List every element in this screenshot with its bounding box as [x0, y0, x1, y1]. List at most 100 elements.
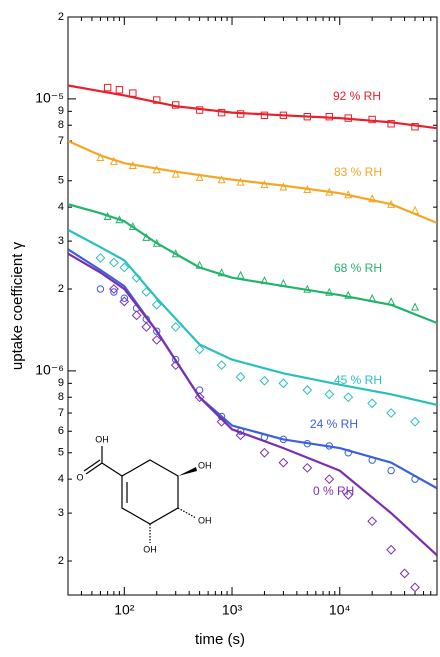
- y-tick-label: 5: [58, 175, 64, 187]
- molecule-label: OH: [95, 434, 109, 444]
- data-point: [235, 372, 246, 382]
- data-point: [141, 322, 152, 332]
- data-point: [325, 287, 334, 296]
- hash-bond: [177, 507, 197, 519]
- fit-line: [68, 139, 437, 224]
- data-point: [217, 175, 226, 184]
- y-tick-label: 3: [58, 235, 64, 247]
- data-point: [278, 457, 289, 468]
- bond: [85, 462, 103, 475]
- plot-area: [68, 83, 437, 593]
- data-point: [367, 516, 378, 527]
- data-point: [236, 270, 245, 279]
- series-label: 83 % RH: [334, 165, 382, 179]
- x-tick-label: 10³: [222, 602, 243, 618]
- data-point: [131, 310, 142, 321]
- data-point: [120, 294, 129, 302]
- y-tick-label: 9: [58, 105, 64, 117]
- y-tick-label: 4: [58, 201, 64, 213]
- x-tick-label: 10⁴: [329, 602, 351, 618]
- data-point: [151, 334, 162, 345]
- data-point: [236, 177, 245, 186]
- data-point: [96, 152, 105, 161]
- data-point: [95, 253, 106, 263]
- y-tick-label: 8: [58, 391, 64, 403]
- y-tick-label: 9: [58, 377, 64, 389]
- y-tick-label: 4: [58, 473, 64, 485]
- ring: [121, 459, 179, 525]
- bond: [101, 462, 123, 477]
- y-tick-label: 7: [58, 135, 64, 147]
- data-point: [216, 360, 227, 371]
- data-point: [386, 544, 397, 555]
- data-point: [195, 172, 204, 181]
- data-point: [259, 375, 270, 386]
- y-tick-label: 10⁻⁶: [35, 362, 64, 378]
- y-axis-label: uptake coefficient γ: [9, 241, 26, 370]
- x-tick-label: 10²: [114, 602, 135, 618]
- data-point: [108, 284, 119, 294]
- y-tick-label: 2: [58, 555, 64, 567]
- y-tick-label: 2: [58, 11, 64, 23]
- data-point: [108, 257, 119, 268]
- y-tick-label: 3: [58, 507, 64, 519]
- data-point: [324, 474, 335, 485]
- fit-line: [68, 84, 437, 130]
- data-point: [170, 322, 181, 332]
- data-point: [344, 290, 353, 299]
- plot-frame: [67, 16, 438, 596]
- data-point: [411, 302, 420, 311]
- data-point: [153, 327, 161, 335]
- data-point: [129, 89, 137, 97]
- data-point: [278, 378, 289, 389]
- data-point: [302, 385, 313, 395]
- data-point: [399, 568, 410, 579]
- data-point: [194, 392, 205, 403]
- data-point: [194, 344, 205, 355]
- data-point: [410, 582, 420, 593]
- data-point: [217, 268, 226, 277]
- y-tick-label: 8: [58, 119, 64, 131]
- y-tick-label: 7: [58, 407, 64, 419]
- wedge-bond: [178, 467, 197, 476]
- molecule-label: O: [76, 472, 83, 482]
- data-point: [367, 398, 378, 409]
- data-point: [110, 288, 118, 296]
- series-label: 92 % RH: [333, 89, 381, 103]
- data-point: [410, 416, 420, 427]
- fit-line: [68, 248, 437, 490]
- molecule: OH O OH OH OH: [76, 434, 211, 554]
- data-point: [343, 392, 354, 403]
- y-tick-label: 5: [58, 447, 64, 459]
- data-point: [302, 462, 313, 473]
- molecule-label: OH: [198, 515, 212, 525]
- data-point: [115, 86, 124, 94]
- molecule-label: OH: [143, 544, 157, 554]
- data-point: [259, 447, 270, 458]
- data-point: [151, 299, 162, 310]
- series-label: 0 % RH: [313, 484, 354, 498]
- data-point: [368, 194, 377, 203]
- series-label: 45 % RH: [334, 373, 382, 387]
- fit-line: [68, 228, 437, 406]
- fit-line: [68, 252, 437, 557]
- fit-line: [68, 203, 437, 325]
- molecule-label: OH: [198, 460, 212, 470]
- data-point: [96, 285, 105, 293]
- data-point: [103, 83, 112, 92]
- data-point: [386, 408, 397, 418]
- y-tick-label: 10⁻⁵: [35, 90, 64, 106]
- series-label: 24 % RH: [310, 417, 358, 431]
- data-point: [171, 169, 180, 178]
- bond: [83, 459, 101, 472]
- data-point: [324, 389, 335, 400]
- data-point: [343, 490, 354, 500]
- y-tick-label: 6: [58, 425, 64, 437]
- series-label: 68 % RH: [334, 261, 382, 275]
- data-point: [119, 296, 130, 307]
- data-point: [119, 262, 130, 273]
- x-axis-label: time (s): [195, 631, 245, 648]
- y-tick-label: 2: [58, 283, 64, 295]
